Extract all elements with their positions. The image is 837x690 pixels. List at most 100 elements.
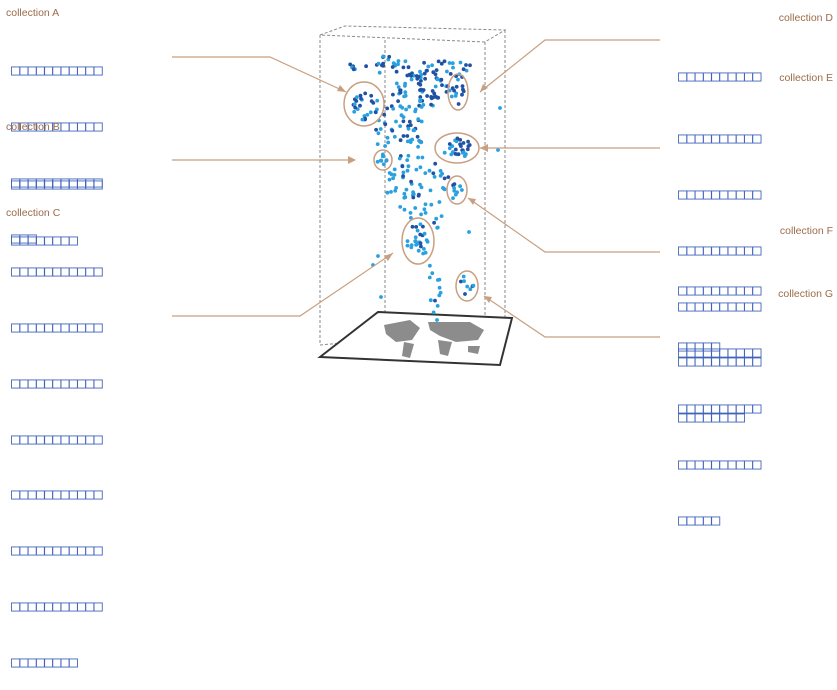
text-line: □□□□□□□□□□□ (11, 116, 103, 135)
map-frame (317, 310, 514, 367)
scatter-point (442, 150, 447, 155)
scatter-point (422, 231, 427, 236)
scatter-point (364, 64, 368, 69)
scatter-point (430, 63, 434, 68)
scatter-point (422, 71, 427, 76)
cluster-c-outline (401, 217, 435, 265)
scatter-point (464, 63, 468, 67)
text-line: □□□□□□□□□□ (678, 454, 761, 473)
scatter-point (454, 84, 459, 89)
scatter-point (402, 207, 407, 212)
scatter-point (452, 182, 457, 187)
scatter-point (428, 188, 433, 193)
scatter-point (391, 61, 396, 65)
scatter-point (396, 99, 400, 103)
scatter-point (365, 112, 370, 117)
scatter-point (396, 62, 400, 67)
scatter-point (458, 138, 463, 142)
scatter-point (374, 127, 378, 132)
text-line: □□□□□□□□□□□ (11, 373, 103, 392)
scatter-point (446, 175, 451, 180)
scatter-point (419, 79, 423, 83)
scatter-point (448, 72, 453, 76)
scatter-point (376, 254, 380, 258)
arrowhead (337, 85, 346, 92)
scatter-point (393, 188, 398, 193)
scatter-point (391, 176, 395, 181)
scatter-point (419, 140, 423, 145)
scatter-point (471, 283, 476, 288)
scatter-point (455, 136, 460, 141)
scatter-point (407, 104, 412, 109)
text-line: □□□ (11, 228, 37, 247)
scatter-point (381, 63, 385, 68)
scatter-point (423, 250, 428, 255)
scatter-point (401, 134, 406, 138)
scatter-point (398, 124, 402, 128)
cluster-b-outline (373, 149, 393, 171)
scatter-point (461, 87, 465, 92)
scatter-point (353, 105, 358, 110)
scatter-point (423, 202, 428, 207)
scatter-point (418, 222, 423, 227)
scatter-point (380, 154, 385, 159)
scatter-point (403, 90, 408, 95)
scatter-point (434, 68, 439, 72)
scatter-point (396, 59, 401, 63)
text-line: □□□□□□□□□□□ (11, 541, 103, 560)
scatter-point (409, 73, 413, 78)
scatter-point (403, 59, 408, 64)
scatter-point (414, 167, 419, 172)
scatter-point (418, 241, 423, 246)
map-land-south-america (402, 342, 414, 358)
scatter-point (358, 93, 363, 98)
text-line: □□□□□□□□□□ (678, 184, 761, 203)
scatter-point (387, 54, 392, 59)
scatter-point (411, 195, 416, 200)
scatter-point (452, 186, 456, 190)
text-line: □□□□□□□□□□□ (11, 317, 103, 336)
scatter-point (466, 139, 470, 144)
scatter-point (406, 153, 411, 158)
scatter-point (351, 67, 356, 72)
scatter-point (461, 67, 466, 72)
scatter-point (407, 119, 412, 124)
scatter-point (397, 156, 402, 161)
scatter-point (430, 271, 435, 276)
scatter-point (449, 152, 454, 157)
scatter-point (348, 62, 353, 67)
collection-b-text: □□□□□□□□□□□ □□□□□□□□ (11, 138, 103, 268)
text-line: □□□□□□□□□□ (678, 352, 761, 371)
scatter-point (465, 147, 470, 152)
scatter-point (439, 77, 444, 82)
cluster-d-outline (447, 73, 469, 111)
scatter-point (401, 174, 405, 178)
map-land-australia (468, 346, 480, 354)
text-line: □□□□□□□□□□ (678, 281, 761, 300)
scatter-point (405, 168, 410, 173)
scatter-point (419, 185, 424, 190)
cluster-outlines (343, 73, 480, 302)
text-line: □□□□□□□□□□□ (11, 262, 103, 281)
scatter-point (428, 298, 433, 303)
scatter-point (382, 112, 387, 117)
scatter-point (428, 263, 432, 268)
scatter-point (375, 142, 380, 147)
scatter-point (408, 123, 413, 127)
scatter-point (404, 187, 409, 192)
collection-d-label: collection D (778, 12, 833, 24)
scatter-point (418, 69, 422, 74)
scatter-point (422, 247, 426, 251)
scatter-point (467, 230, 471, 234)
scatter-point (459, 144, 463, 149)
scatter-point (424, 68, 429, 73)
scatter-point (418, 82, 423, 87)
scatter-point (363, 91, 368, 96)
scatter-point (409, 245, 414, 250)
cube-top-face (319, 25, 507, 43)
collection-f-text: □□□□□□□□□□ □□□□□ (678, 244, 761, 374)
scatter-point (433, 84, 438, 89)
scatter-point (352, 102, 357, 107)
scatter-point (399, 113, 404, 118)
scatter-point (437, 293, 442, 298)
